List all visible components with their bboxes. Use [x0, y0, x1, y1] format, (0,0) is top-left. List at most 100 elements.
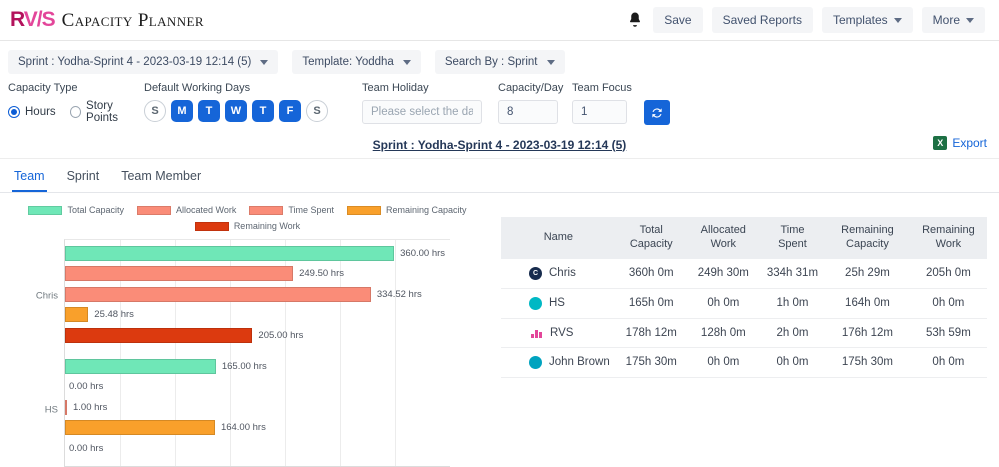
sprint-selector[interactable]: Sprint : Yodha-Sprint 4 - 2023-03-19 12:…: [8, 50, 279, 74]
team-holiday-input[interactable]: [362, 100, 482, 124]
saved-reports-label: Saved Reports: [722, 13, 802, 27]
table-column-header[interactable]: Remaining Work: [909, 217, 987, 259]
user-name: Chris: [549, 267, 576, 279]
tab-team-member[interactable]: Team Member: [121, 169, 202, 183]
more-label: More: [932, 13, 960, 27]
chart-bar-value: 0.00 hrs: [69, 381, 104, 393]
table-column-header[interactable]: Allocated Work: [686, 217, 760, 259]
more-button[interactable]: More: [921, 7, 985, 33]
tab-team[interactable]: Team: [12, 169, 47, 192]
table-cell-remaining-capacity: 25h 29m: [825, 258, 910, 289]
chart-bar-value: 334.52 hrs: [376, 288, 422, 300]
chevron-down-icon: [966, 17, 974, 23]
chevron-down-icon: [402, 59, 411, 65]
working-day-toggle-3[interactable]: W: [225, 100, 247, 122]
table-column-header[interactable]: Remaining Capacity: [825, 217, 910, 259]
chart-bar[interactable]: [65, 327, 253, 343]
table-column-header[interactable]: Total Capacity: [615, 217, 687, 259]
save-label: Save: [664, 13, 692, 27]
chart-gridline: [120, 240, 121, 466]
bell-icon[interactable]: [626, 11, 644, 29]
chart-bar[interactable]: [65, 307, 89, 323]
chart-bar[interactable]: [65, 246, 395, 262]
chart-bar[interactable]: [65, 399, 67, 415]
table-cell-remaining-capacity: 175h 30m: [825, 347, 910, 378]
chevron-down-icon: [260, 59, 269, 65]
save-button[interactable]: Save: [653, 7, 703, 33]
table-cell-allocated-work: 128h 0m: [686, 318, 760, 348]
user-name-wrapper: RVS: [529, 327, 610, 339]
legend-item[interactable]: Time Spent: [249, 205, 334, 215]
working-day-toggle-6[interactable]: S: [306, 100, 328, 122]
radio-story-points[interactable]: Story Points: [69, 100, 144, 124]
saved-reports-button[interactable]: Saved Reports: [711, 7, 813, 33]
working-day-toggle-5[interactable]: F: [279, 100, 301, 122]
table-cell-name: John Brown: [501, 347, 616, 378]
team-focus-input[interactable]: [572, 100, 627, 124]
refresh-icon: [652, 107, 662, 118]
legend-item[interactable]: Remaining Work: [194, 221, 300, 231]
team-focus-group: Team Focus: [572, 82, 644, 124]
table-head: Name Total Capacity Allocated Work Time Spe…: [501, 217, 987, 259]
table-cell-name: C Chris: [501, 258, 616, 289]
legend-item[interactable]: Total Capacity: [28, 205, 124, 215]
user-name-wrapper: John Brown: [529, 355, 610, 369]
tab-bar: Team Sprint Team Member: [0, 159, 999, 193]
chart-bar-group: 0.00 hrs: [65, 379, 103, 394]
refresh-button[interactable]: [644, 100, 670, 125]
avatar: [529, 355, 542, 369]
sprint-title[interactable]: Sprint : Yodha-Sprint 4 - 2023-03-19 12:…: [372, 137, 627, 152]
tab-sprint[interactable]: Sprint: [66, 169, 100, 183]
chart-gridline: [175, 240, 176, 466]
capacity-table-pane: Name Total Capacity Allocated Work Time Spe…: [495, 199, 999, 467]
working-day-toggle-1[interactable]: M: [171, 100, 193, 122]
chart-bar[interactable]: [65, 286, 371, 302]
table-row[interactable]: C Chris 360h 0m 249h 30m 334h 31m 25h 29m 205h…: [501, 258, 987, 289]
template-selector[interactable]: Template: Yoddha: [292, 50, 421, 74]
team-holiday-label: Team Holiday: [362, 82, 429, 94]
header-actions: Save Saved Reports Templates More: [626, 7, 985, 33]
table-column-header[interactable]: Time Spent: [759, 217, 826, 259]
table-cell-total-capacity: 165h 0m: [615, 288, 687, 319]
chart-bar-value: 0.00 hrs: [69, 442, 104, 454]
chart-gridline: [285, 240, 286, 466]
avatar: C: [529, 266, 542, 280]
table-cell-allocated-work: 0h 0m: [686, 347, 760, 378]
export-button[interactable]: X Export: [933, 136, 987, 150]
team-focus-label: Team Focus: [572, 82, 632, 94]
chevron-down-icon: [546, 59, 555, 65]
chart-bar[interactable]: [65, 420, 215, 436]
chart-gridline: [395, 240, 396, 466]
table-column-header[interactable]: Name: [501, 217, 616, 259]
table-cell-total-capacity: 175h 30m: [615, 347, 687, 378]
working-day-toggle-0[interactable]: S: [144, 100, 166, 122]
legend-item[interactable]: Remaining Capacity: [347, 205, 467, 215]
table-row[interactable]: RVS 178h 12m 128h 0m 2h 0m 176h 12m 53h 59m: [501, 318, 987, 348]
working-day-toggle-4[interactable]: T: [252, 100, 274, 122]
radio-story-points-icon: [69, 106, 82, 118]
table-cell-time-spent: 0h 0m: [759, 347, 826, 378]
search-by-selector[interactable]: Search By : Sprint: [434, 50, 565, 74]
table-cell-allocated-work: 249h 30m: [686, 258, 760, 289]
table-row[interactable]: HS 165h 0m 0h 0m 1h 0m 164h 0m 0h 0m: [501, 288, 987, 319]
chart-category-label: Chris: [35, 290, 58, 302]
table-header-row: Name Total Capacity Allocated Work Time Spe…: [501, 217, 987, 259]
chart-bar-group: 0.00 hrs: [65, 441, 103, 456]
working-day-toggle-2[interactable]: T: [198, 100, 220, 122]
templates-button[interactable]: Templates: [821, 7, 913, 33]
chart-bar[interactable]: [65, 359, 216, 375]
chart-bar-group: 334.52 hrs: [65, 286, 422, 302]
chart-bar[interactable]: [65, 266, 294, 282]
table-cell-remaining-capacity: 164h 0m: [825, 288, 910, 319]
capacity-day-input[interactable]: [498, 100, 558, 124]
table-row[interactable]: John Brown 175h 30m 0h 0m 0h 0m 175h 30m 0h 0…: [501, 347, 987, 378]
radio-hours[interactable]: Hours: [8, 106, 56, 118]
brand-logo: RV/S Capacity Planner: [10, 8, 204, 32]
table-cell-total-capacity: 360h 0m: [615, 258, 687, 289]
chart-bar-value: 164.00 hrs: [220, 422, 266, 434]
user-name: HS: [549, 297, 565, 309]
radio-story-points-label: Story Points: [86, 100, 118, 124]
capacity-type-group: Capacity Type Hours Story Points: [8, 82, 144, 124]
legend-item[interactable]: Allocated Work: [136, 205, 236, 215]
